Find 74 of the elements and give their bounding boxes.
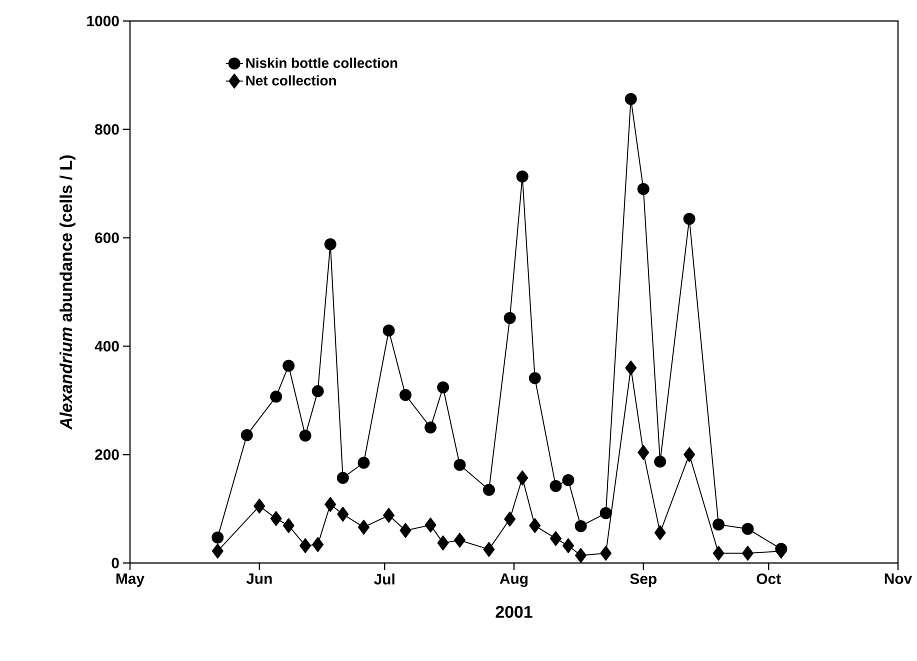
legend-label: Net collection [246,75,336,86]
point [212,544,224,559]
point [562,474,574,486]
point [562,538,574,554]
point [482,484,495,496]
point [324,496,336,512]
y-tick-label: 200 [95,449,119,460]
y-axis-title: Alexandrium abundance (cells / L) [60,155,76,430]
point [654,525,666,540]
point [712,546,724,561]
point [550,480,562,492]
point [437,535,449,550]
x-axis-title: 2001 [496,606,532,618]
point [516,470,528,486]
point [337,506,349,522]
point [483,542,495,557]
point [358,456,370,469]
point [424,422,437,434]
point [550,531,562,546]
point [742,522,754,535]
point [282,518,294,534]
point [454,532,466,548]
point [712,518,725,531]
point [600,546,612,561]
point [240,429,253,442]
y-tick-label: 1000 [87,16,119,26]
point [437,381,450,394]
x-tick-label: Oct [756,574,781,584]
y-tick-label: 0 [112,558,119,568]
point [270,511,282,526]
point [383,508,395,523]
point [516,170,528,183]
y-tick-label: 600 [95,232,119,244]
x-tick-label: May [116,574,144,587]
x-tick-label: Aug [500,574,528,587]
point [312,385,324,398]
x-tick-label: Jul [374,574,394,584]
point [529,518,541,534]
x-tick-label: Nov [884,574,912,584]
point [625,360,637,376]
x-tick-label: Sep [630,574,656,588]
point [742,546,754,561]
point [654,456,666,468]
point [504,312,516,324]
point [600,507,612,520]
legend-label: Niskin bottle collection [246,58,398,68]
point [299,430,312,442]
y-tick-label: 800 [95,124,119,135]
point [254,498,266,514]
point [400,522,412,538]
point [212,532,224,544]
point [399,388,412,401]
point [282,360,295,372]
y-tick-label: 400 [94,340,119,352]
point [312,537,324,552]
x-tick-label: Jun [246,574,272,584]
point [637,183,650,196]
point [336,472,349,484]
point [684,447,696,462]
point [382,324,395,336]
point [324,238,336,250]
point [574,520,587,532]
point [504,512,516,527]
point [775,542,788,555]
point [528,372,541,384]
point [624,93,637,106]
point [424,518,436,533]
point [638,444,650,460]
point [454,458,466,471]
point [575,548,587,563]
point [300,538,312,554]
point [358,520,370,535]
point [683,212,696,225]
point [270,390,282,403]
